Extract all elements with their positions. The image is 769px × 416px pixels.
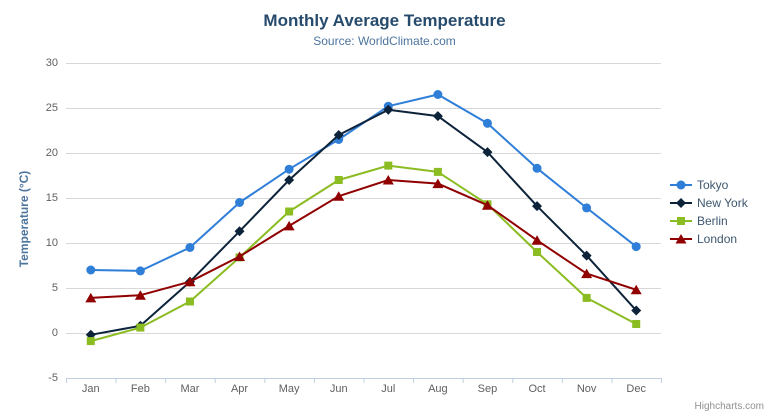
x-tick-label-dec: Dec (626, 383, 646, 395)
x-axis (66, 378, 662, 383)
new-york-marker-icon (670, 198, 692, 208)
x-tick-label-apr: Apr (230, 383, 249, 395)
series-london[interactable] (85, 175, 642, 303)
y-tick-label: -5 (48, 372, 58, 384)
y-tick-label: 0 (51, 327, 58, 339)
series-new-york[interactable] (85, 104, 642, 340)
x-tick-label-may: May (278, 383, 300, 395)
x-tick-label-jun: Jun (329, 383, 348, 395)
london-marker-icon (670, 234, 692, 244)
legend: Tokyo New York Berlin London (670, 177, 748, 249)
y-tick-label: 30 (45, 57, 58, 69)
legend-label: London (697, 232, 738, 246)
x-tick-label-feb: Feb (130, 383, 150, 395)
legend-label: New York (697, 196, 748, 210)
x-tick-label-jul: Jul (381, 383, 396, 395)
series-tokyo[interactable] (86, 90, 641, 276)
tokyo-marker-icon (670, 180, 692, 190)
x-tick-label-aug: Aug (428, 383, 448, 395)
chart-subtitle: Source: WorldClimate.com (313, 34, 456, 48)
grid-lines (66, 63, 661, 379)
y-tick-label: 20 (45, 147, 58, 159)
berlin-marker-icon (670, 217, 692, 225)
y-tick-label: 10 (45, 237, 58, 249)
legend-label: Tokyo (697, 178, 729, 192)
x-tick-label-jan: Jan (81, 383, 100, 395)
x-tick-label-nov: Nov (576, 383, 597, 395)
y-tick-label: 15 (45, 192, 58, 204)
y-tick-label: 25 (45, 102, 58, 114)
legend-item-berlin[interactable]: Berlin (670, 213, 748, 229)
legend-label: Berlin (697, 214, 728, 228)
legend-item-london[interactable]: London (670, 231, 748, 247)
y-tick-label: 5 (51, 282, 58, 294)
x-tick-label-oct: Oct (528, 383, 546, 395)
x-tick-label-mar: Mar (180, 383, 200, 395)
chart-title: Monthly Average Temperature (263, 11, 506, 30)
credits-link[interactable]: Highcharts.com (694, 401, 764, 412)
legend-item-new-york[interactable]: New York (670, 195, 748, 211)
legend-item-tokyo[interactable]: Tokyo (670, 177, 748, 193)
x-tick-label-sep: Sep (477, 383, 498, 395)
